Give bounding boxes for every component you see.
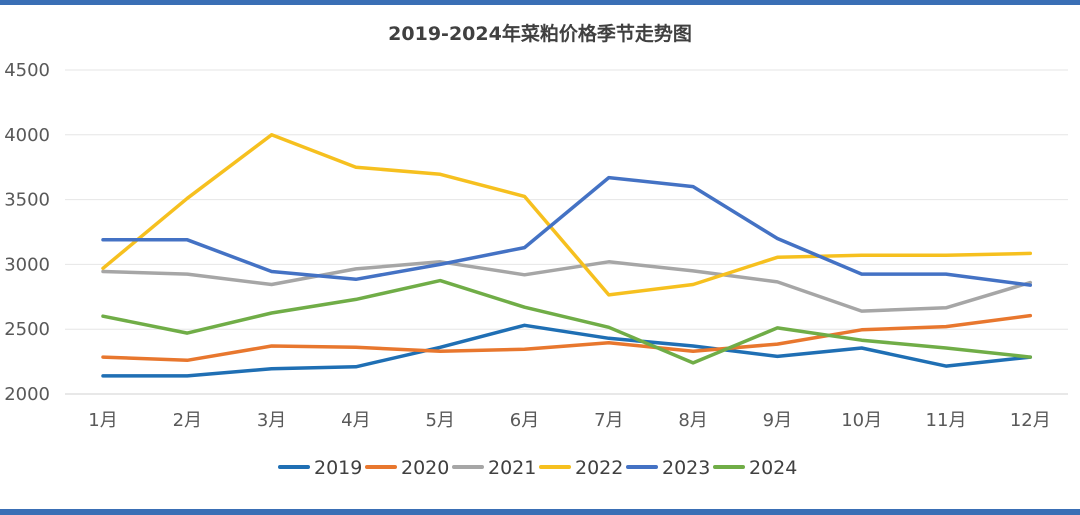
- x-tick-label: 1月: [88, 410, 117, 431]
- x-tick-label: 4月: [341, 410, 370, 431]
- y-tick-label: 4000: [4, 125, 50, 146]
- x-axis-ticks: 1月 2月 3月 4月 5月 6月 7月 8月 9月 10月 11月 12月: [88, 410, 1050, 431]
- bottom-border: [0, 509, 1080, 515]
- legend-label: 2019: [314, 457, 362, 479]
- legend-item-2020: 2020: [365, 457, 449, 479]
- x-tick-label: 10月: [841, 410, 882, 431]
- legend-label: 2023: [662, 457, 710, 479]
- series-line-2020: [101, 313, 1033, 363]
- series-lines: [101, 133, 1033, 378]
- x-tick-label: 11月: [926, 410, 967, 431]
- top-border: [0, 0, 1080, 5]
- legend-item-2023: 2023: [626, 457, 710, 479]
- y-tick-label: 3500: [4, 190, 50, 211]
- legend: 2019 2020 2021 2022 2023 2024: [278, 457, 797, 479]
- y-tick-label: 3000: [4, 254, 50, 275]
- legend-item-2024: 2024: [713, 457, 797, 479]
- legend-label: 2021: [488, 457, 536, 479]
- x-tick-label: 8月: [678, 410, 707, 431]
- chart-title: 2019-2024年菜粕价格季节走势图: [388, 22, 692, 45]
- series-line-2024: [101, 278, 1033, 365]
- y-tick-label: 2500: [4, 319, 50, 340]
- x-tick-label: 2月: [173, 410, 202, 431]
- legend-label: 2024: [749, 457, 797, 479]
- x-tick-label: 7月: [594, 410, 623, 431]
- x-tick-label: 6月: [510, 410, 539, 431]
- x-tick-label: 5月: [425, 410, 454, 431]
- series-line-2019: [101, 323, 1033, 378]
- legend-item-2021: 2021: [452, 457, 536, 479]
- series-line-2023: [101, 175, 1033, 287]
- y-tick-label: 2000: [4, 384, 50, 405]
- x-tick-label: 12月: [1010, 410, 1051, 431]
- series-line-2021: [101, 260, 1033, 313]
- series-line-2022: [101, 133, 1033, 297]
- x-tick-label: 3月: [257, 410, 286, 431]
- y-axis-ticks: 2000 2500 3000 3500 4000 4500: [4, 60, 50, 405]
- legend-item-2022: 2022: [539, 457, 623, 479]
- legend-label: 2020: [401, 457, 449, 479]
- legend-label: 2022: [575, 457, 623, 479]
- y-tick-label: 4500: [4, 60, 50, 81]
- legend-item-2019: 2019: [278, 457, 362, 479]
- x-tick-label: 9月: [763, 410, 792, 431]
